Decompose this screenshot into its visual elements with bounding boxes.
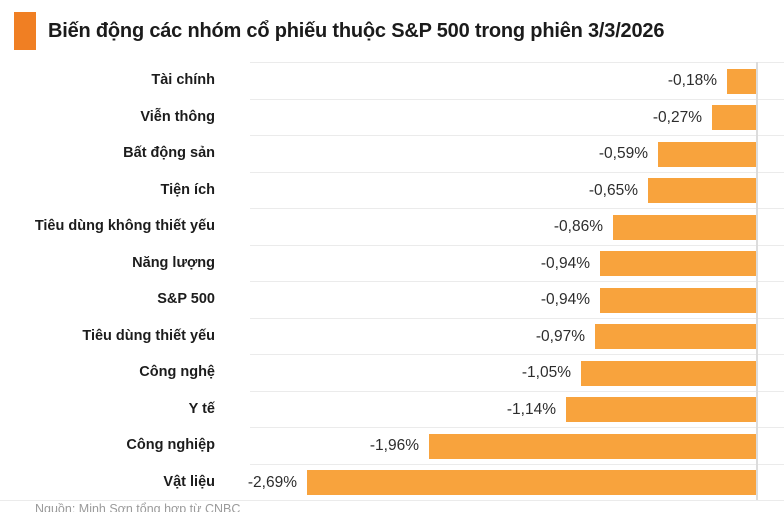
value-label: -1,14% xyxy=(506,400,556,418)
category-label: S&P 500 xyxy=(157,291,215,307)
plot-cell: -1,14% xyxy=(250,390,784,428)
title-accent-bar xyxy=(14,12,36,50)
chart-row: Tiện ích -0,65% xyxy=(0,171,784,209)
plot-cell: -1,05% xyxy=(250,354,784,391)
value-bar xyxy=(566,397,757,422)
value-label: -0,94% xyxy=(540,254,590,272)
plot-cell: -0,27% xyxy=(250,98,784,136)
chart-row: Công nghiệp -1,96% xyxy=(0,427,784,464)
source-caption: Nguồn: Minh Sơn tổng hợp từ CNBC xyxy=(35,502,241,512)
value-label: -0,18% xyxy=(667,72,717,89)
plot-cell: -1,96% xyxy=(250,427,784,464)
plot-cell: -2,69% xyxy=(247,463,784,501)
value-label: -0,94% xyxy=(540,291,590,308)
category-label: Bất động sản xyxy=(123,145,215,161)
chart-title: Biến động các nhóm cổ phiếu thuộc S&P 50… xyxy=(48,20,665,42)
value-bar xyxy=(581,360,757,386)
chart-row: Bất động sản -0,59% xyxy=(0,135,784,172)
value-label: -1,05% xyxy=(521,364,571,381)
plot-cell: -0,65% xyxy=(250,171,784,209)
value-bar xyxy=(712,105,757,130)
bar-chart: Tài chính -0,18% Viễn thông -0,27% Bất động … xyxy=(0,62,784,501)
category-label: Tiêu dùng thiết yếu xyxy=(82,327,215,344)
value-bar xyxy=(600,287,757,313)
chart-row: Tiêu dùng không thiết yếu -0,86% xyxy=(0,208,784,245)
category-label: Viễn thông xyxy=(140,108,215,125)
value-label: -0,65% xyxy=(588,181,638,199)
value-label: -0,97% xyxy=(535,327,585,345)
category-label: Y tế xyxy=(188,400,215,417)
value-label: -0,86% xyxy=(553,218,603,235)
zero-axis-line xyxy=(756,62,758,500)
value-bar xyxy=(658,141,757,167)
plot-cell: -0,97% xyxy=(250,317,784,355)
category-label: Tiêu dùng không thiết yếu xyxy=(34,218,215,234)
chart-row: Y tế -1,14% xyxy=(0,390,784,428)
value-label: -2,69% xyxy=(247,473,297,491)
plot-cell: -0,94% xyxy=(250,244,784,282)
value-label: -0,59% xyxy=(598,145,648,162)
chart-row: S&P 500 -0,94% xyxy=(0,281,784,318)
value-bar xyxy=(600,251,757,276)
chart-row: Công nghệ -1,05% xyxy=(0,354,784,391)
chart-row: Tiêu dùng thiết yếu -0,97% xyxy=(0,317,784,355)
value-bar xyxy=(429,433,757,459)
chart-row: Viễn thông -0,27% xyxy=(0,98,784,136)
plot-cell: -0,59% xyxy=(250,135,784,172)
chart-row: Năng lượng -0,94% xyxy=(0,244,784,282)
value-bar xyxy=(648,178,757,203)
category-label: Tiện ích xyxy=(160,181,215,198)
plot-cell: -0,18% xyxy=(250,62,784,99)
value-bar xyxy=(307,470,757,495)
category-label: Năng lượng xyxy=(132,254,215,271)
value-bar xyxy=(727,68,757,94)
value-label: -0,27% xyxy=(652,108,702,126)
chart-row: Vật liệu -2,69% xyxy=(0,463,784,501)
plot-cell: -0,86% xyxy=(250,208,784,245)
category-label: Công nghệ xyxy=(139,364,215,380)
category-label: Công nghiệp xyxy=(126,437,215,453)
plot-cell: -0,94% xyxy=(250,281,784,318)
value-label: -1,96% xyxy=(369,437,419,454)
chart-row: Tài chính -0,18% xyxy=(0,62,784,99)
value-bar xyxy=(613,214,757,240)
value-bar xyxy=(595,324,757,349)
category-label: Tài chính xyxy=(151,72,215,88)
category-label: Vật liệu xyxy=(163,473,215,490)
chart-header: Biến động các nhóm cổ phiếu thuộc S&P 50… xyxy=(0,0,784,58)
